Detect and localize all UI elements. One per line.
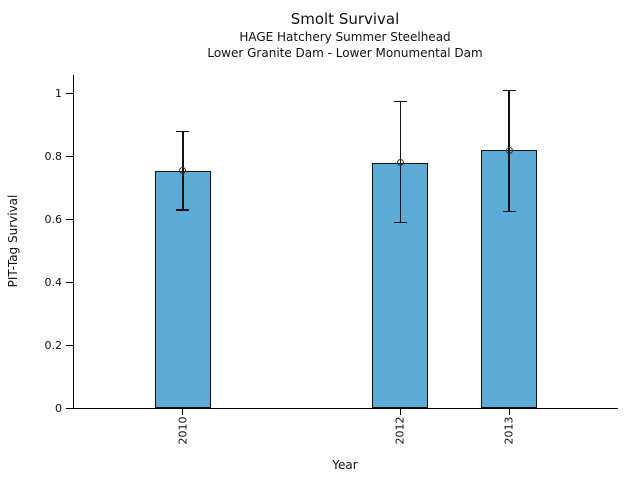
x-tick-mark (508, 408, 510, 415)
data-point-marker (396, 159, 404, 167)
x-tick-mark (399, 408, 401, 415)
y-tick-mark (66, 156, 73, 158)
y-tick-mark (66, 281, 73, 283)
y-tick-label: 0 (55, 401, 62, 415)
bar (372, 162, 429, 408)
y-tick-mark (66, 407, 73, 409)
y-tick-label: 1 (55, 87, 62, 101)
error-bar-cap-bottom (176, 209, 190, 211)
data-point-marker (505, 146, 513, 154)
x-tick-label: 2010 (176, 416, 190, 445)
x-axis-label: Year (332, 458, 358, 472)
y-tick-label: 0.8 (44, 150, 63, 164)
error-bar-cap-top (176, 130, 190, 133)
x-tick-label: 2013 (502, 416, 516, 445)
x-tick-label: 2012 (393, 416, 407, 445)
y-tick-label: 0.6 (44, 213, 63, 226)
y-axis-label: PIT-Tag Survival (6, 194, 20, 288)
y-tick-mark (66, 93, 73, 95)
y-tick-mark (66, 219, 73, 221)
chart-header: Smolt Survival HAGE Hatchery Summer Stee… (73, 10, 617, 61)
error-bar-cap-top (502, 89, 516, 92)
y-tick-label: 0.4 (44, 275, 63, 289)
chart-subtitle-1: HAGE Hatchery Summer Steelhead (239, 30, 451, 44)
error-bar-cap-bottom (393, 221, 407, 224)
error-bar-cap-top (393, 100, 407, 103)
plot-area: 0 0.2 0.4 0.6 0.8 1 2010 2012 2013 (45, 75, 618, 445)
chart-subtitle-2: Lower Granite Dam - Lower Monumental Dam (207, 46, 483, 61)
chart-title: Smolt Survival (290, 10, 400, 28)
y-tick-mark (66, 344, 73, 346)
error-bar-cap-bottom (502, 210, 516, 213)
x-tick-mark (182, 408, 184, 415)
data-point-marker (179, 167, 187, 175)
y-tick-label: 0.2 (44, 338, 63, 352)
